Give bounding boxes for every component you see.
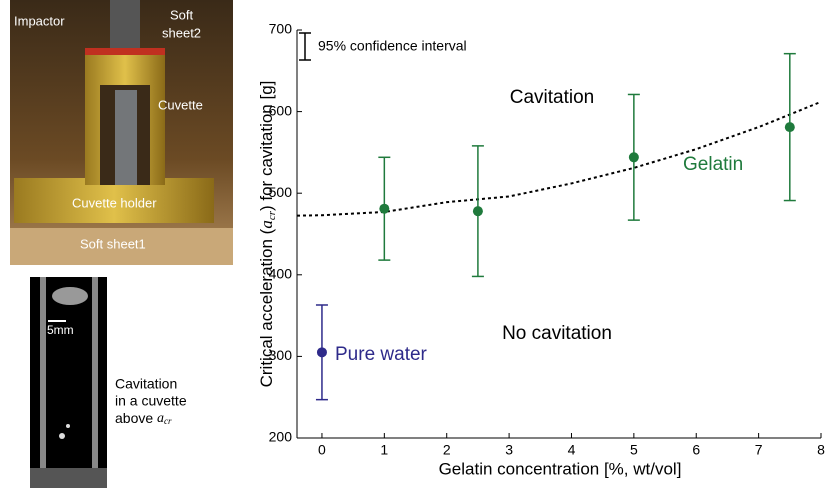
bubble [59, 433, 65, 439]
cuvette-photo: 5mm Cavitation in a cuvette above acr [30, 277, 187, 488]
bubble [66, 424, 70, 428]
data-point [785, 122, 795, 132]
confidence-note: 95% confidence interval [318, 38, 467, 54]
x-tick-label: 8 [817, 442, 825, 458]
setup-photo: Impactor Soft sheet2 Cuvette Cuvette hol… [10, 0, 233, 265]
caption-sub: cr [164, 416, 172, 426]
caption: in a cuvette [115, 393, 187, 409]
caption: Cavitation [115, 376, 177, 392]
cuvette-bottom [30, 468, 107, 488]
caption-text: above [115, 410, 153, 426]
cuvette-wall [92, 277, 98, 488]
impactor [110, 0, 140, 48]
y-axis-label: Critical acceleration (acr) for cavitati… [257, 81, 278, 388]
y-tick-label: 300 [269, 347, 293, 363]
cuvette-wall [40, 277, 46, 488]
x-tick-label: 7 [755, 442, 763, 458]
meniscus [52, 287, 88, 305]
data-point [473, 206, 483, 216]
x-tick-label: 4 [568, 442, 576, 458]
x-tick-label: 2 [443, 442, 451, 458]
region-label: No cavitation [502, 323, 612, 344]
x-tick-label: 0 [318, 442, 326, 458]
y-tick-label: 700 [269, 21, 293, 37]
caption: above acr [115, 410, 172, 427]
y-label-text: Critical acceleration ( [257, 228, 276, 387]
data-point [629, 152, 639, 162]
caption-var: a [157, 411, 164, 426]
figure: Impactor Soft sheet2 Cuvette Cuvette hol… [0, 0, 825, 488]
label-cuvette: Cuvette [158, 97, 203, 112]
y-tick-label: 400 [269, 266, 293, 282]
region-label: Cavitation [510, 87, 595, 108]
data-point [317, 347, 327, 357]
label-soft-sheet2: sheet2 [162, 25, 201, 40]
label-cuvette-holder: Cuvette holder [72, 195, 157, 210]
data-point [379, 204, 389, 214]
x-axis-label: Gelatin concentration [%, wt/vol] [439, 459, 682, 478]
soft-sheet2 [85, 48, 165, 55]
y-label-var: a [257, 220, 276, 229]
label-impactor: Impactor [14, 13, 65, 28]
x-tick-label: 1 [380, 442, 388, 458]
y-tick-label: 500 [269, 184, 293, 200]
x-tick-label: 5 [630, 442, 638, 458]
x-tick-label: 6 [692, 442, 700, 458]
series-label: Gelatin [683, 154, 743, 175]
y-tick-label: 200 [269, 429, 293, 445]
scale-label: 5mm [47, 323, 74, 337]
x-tick-label: 3 [505, 442, 513, 458]
y-tick-label: 600 [269, 102, 293, 118]
cuvette [115, 90, 137, 185]
label-soft-sheet2: Soft [170, 7, 194, 22]
label-soft-sheet1: Soft sheet1 [80, 236, 146, 251]
series-label: Pure water [335, 344, 428, 365]
